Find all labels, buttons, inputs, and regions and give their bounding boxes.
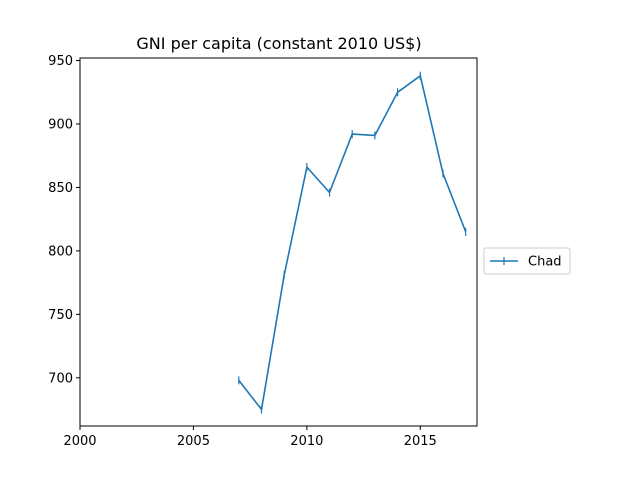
y-tick-label: 800 bbox=[48, 244, 73, 259]
y-tick-label: 900 bbox=[48, 117, 73, 132]
x-tick-label: 2010 bbox=[290, 434, 323, 449]
y-tick-label: 700 bbox=[48, 371, 73, 386]
legend: Chad bbox=[483, 247, 571, 275]
chart-title: GNI per capita (constant 2010 US$) bbox=[136, 34, 421, 53]
series-line bbox=[238, 75, 467, 411]
y-tick-label: 850 bbox=[48, 181, 73, 196]
x-tick-label: 2015 bbox=[404, 434, 437, 449]
x-tick-label: 2005 bbox=[177, 434, 210, 449]
y-axis: 700 750 800 850 900 950 bbox=[48, 54, 80, 386]
plot-area bbox=[79, 57, 478, 427]
x-axis: 2000 2005 2010 2015 bbox=[63, 426, 437, 449]
series-layer bbox=[238, 71, 467, 414]
y-tick-label: 950 bbox=[48, 54, 73, 69]
plot-frame bbox=[79, 57, 478, 427]
legend-box bbox=[483, 247, 571, 275]
x-tick-label: 2000 bbox=[63, 434, 96, 449]
y-tick-label: 750 bbox=[48, 308, 73, 323]
legend-label: Chad bbox=[528, 255, 562, 270]
